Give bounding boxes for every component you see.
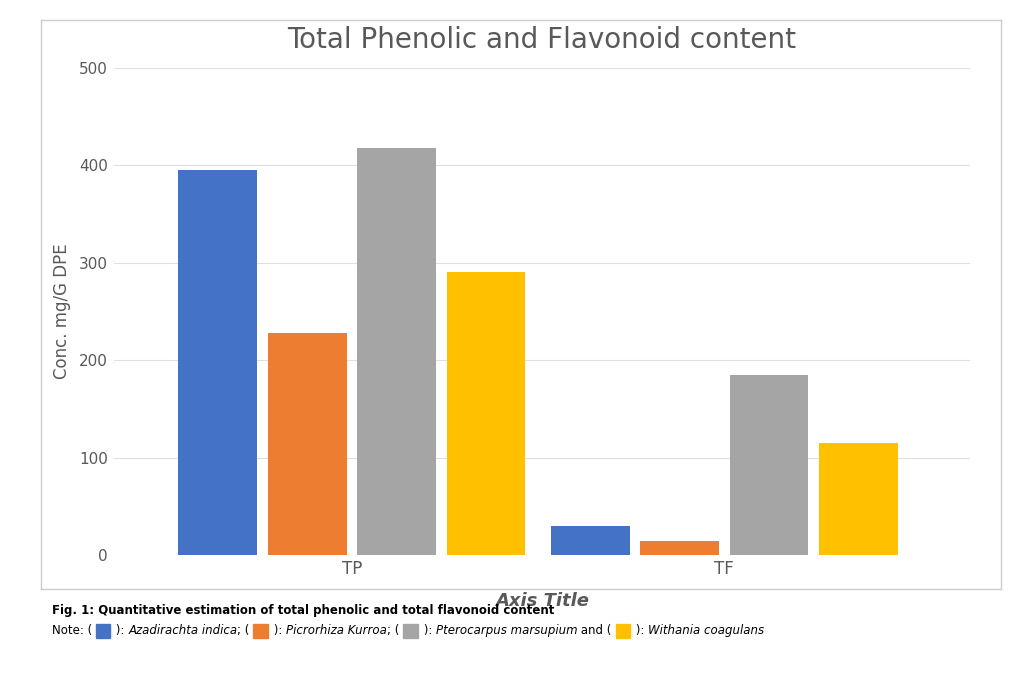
X-axis label: Axis Title: Axis Title (494, 592, 589, 610)
Bar (551, 526, 630, 555)
Text: and (: and ( (577, 624, 615, 638)
Text: ):: ): (270, 624, 286, 638)
Bar (640, 540, 719, 555)
Text: ):: ): (632, 624, 648, 638)
Text: ):: ): (112, 624, 128, 638)
Text: Pterocarpus marsupium: Pterocarpus marsupium (436, 624, 577, 638)
Text: Withania coagulans: Withania coagulans (648, 624, 765, 638)
Text: ):: ): (420, 624, 436, 638)
Text: ; (: ; ( (237, 624, 254, 638)
Text: Picrorhiza Kurroa: Picrorhiza Kurroa (286, 624, 387, 638)
Y-axis label: Conc. mg/G DPE: Conc. mg/G DPE (53, 244, 70, 379)
Title: Total Phenolic and Flavonoid content: Total Phenolic and Flavonoid content (287, 26, 797, 54)
Text: ; (: ; ( (387, 624, 404, 638)
Bar (179, 170, 257, 555)
Text: Note: (: Note: ( (52, 624, 96, 638)
Bar (357, 148, 436, 555)
Text: Azadirachta indica: Azadirachta indica (128, 624, 237, 638)
Text: Fig. 1: Quantitative estimation of total phenolic and total flavonoid content: Fig. 1: Quantitative estimation of total… (52, 604, 554, 617)
Bar (730, 375, 808, 555)
Bar (819, 443, 898, 555)
Bar (447, 272, 525, 555)
Bar (268, 333, 347, 555)
